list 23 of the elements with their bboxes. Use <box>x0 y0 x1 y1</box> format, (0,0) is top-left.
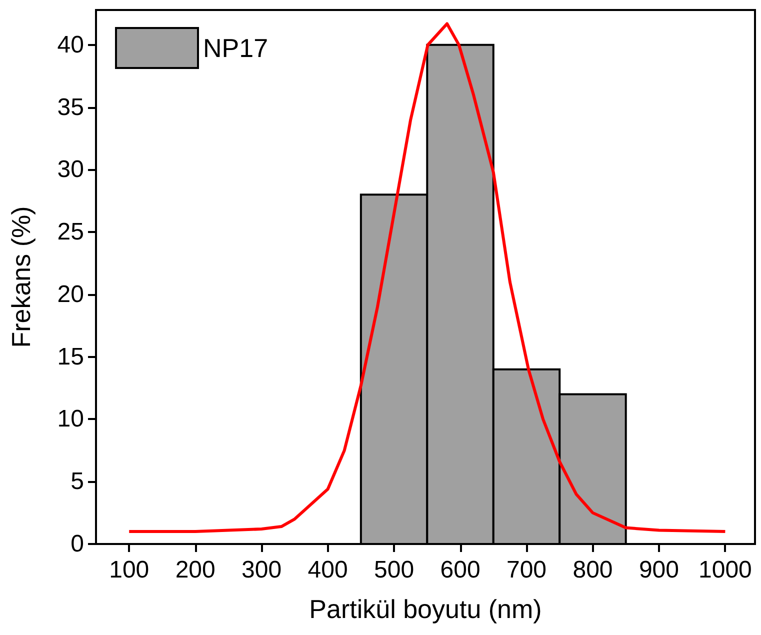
x-tick-label: 1000 <box>698 556 752 584</box>
x-tick-label: 900 <box>638 556 679 584</box>
y-tick-label: 40 <box>57 31 84 58</box>
x-axis-title: Partikül boyutu (nm) <box>309 594 542 624</box>
y-axis-title: Frekans (%) <box>6 206 36 348</box>
x-tick-label: 700 <box>506 556 547 584</box>
x-tick-label: 300 <box>242 556 282 584</box>
y-tick-label: 35 <box>57 94 84 121</box>
y-tick-label: 5 <box>70 468 84 496</box>
y-tick-label: 0 <box>70 530 84 558</box>
y-tick-label: 15 <box>57 343 84 370</box>
x-tick-label: 100 <box>109 556 150 584</box>
x-tick-label: 200 <box>175 556 216 584</box>
x-tick-label: 600 <box>440 556 480 584</box>
x-tick-label: 800 <box>572 556 613 584</box>
y-tick-label: 10 <box>57 406 84 433</box>
x-tick-label: 500 <box>374 556 414 584</box>
x-tick-label: 400 <box>308 556 348 584</box>
legend-label: NP17 <box>203 33 268 63</box>
y-tick-label: 20 <box>57 280 84 308</box>
line-series <box>128 22 727 534</box>
y-tick-label: 30 <box>57 156 84 184</box>
y-tick-label: 25 <box>57 218 84 246</box>
